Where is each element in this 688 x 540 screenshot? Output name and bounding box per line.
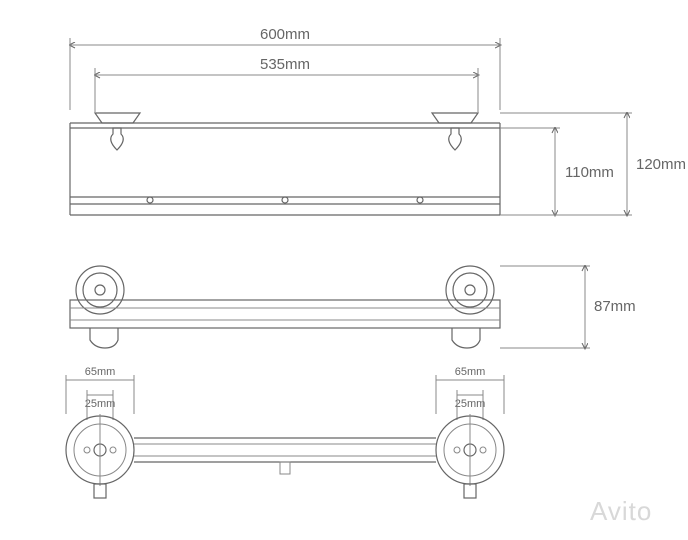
plan-view: [66, 414, 504, 498]
dim-label-87: 87mm: [594, 298, 636, 315]
dim-label-600: 600mm: [260, 26, 310, 43]
dim-label-65-right: 65mm: [455, 366, 486, 378]
top-view: [70, 266, 500, 348]
dim-label-65-left: 65mm: [85, 366, 116, 378]
dim-label-535: 535mm: [260, 56, 310, 73]
dim-label-25-left: 25mm: [85, 398, 116, 410]
front-elevation: [70, 113, 500, 215]
dim-label-120: 120mm: [636, 156, 686, 173]
watermark: Avito: [590, 496, 652, 526]
dim-label-110: 110mm: [565, 164, 614, 181]
technical-drawing: 600mm 535mm 110mm 120mm: [0, 0, 688, 540]
dim-label-25-right: 25mm: [455, 398, 486, 410]
